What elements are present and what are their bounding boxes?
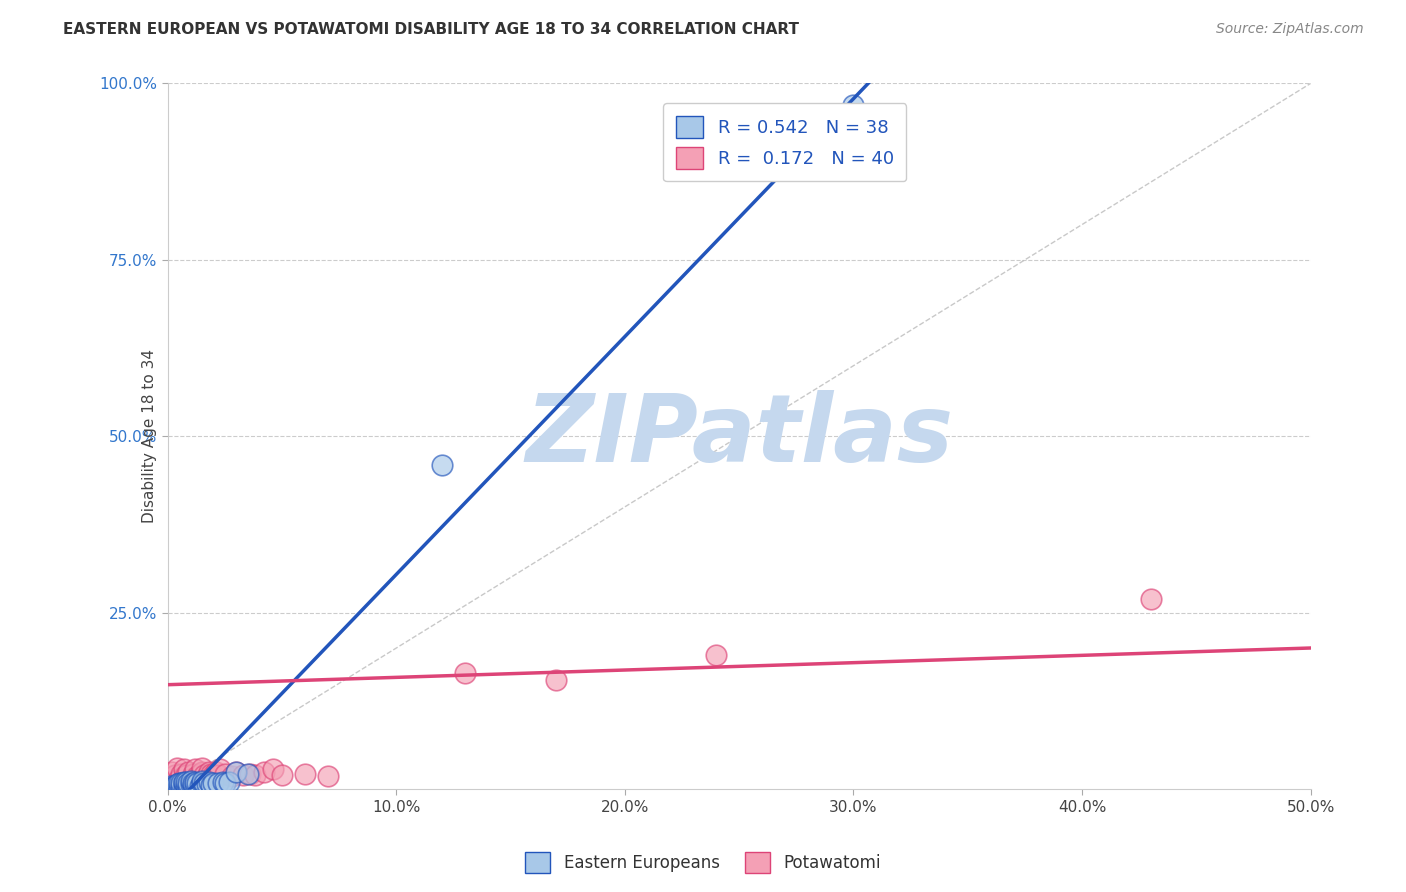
Point xyxy=(200,766,222,780)
Point xyxy=(166,761,188,775)
Point xyxy=(198,775,221,789)
Point xyxy=(198,764,221,779)
Point xyxy=(191,773,214,788)
Point xyxy=(239,766,262,780)
Point xyxy=(209,763,232,777)
Point xyxy=(430,458,453,472)
Point xyxy=(163,780,186,794)
Text: EASTERN EUROPEAN VS POTAWATOMI DISABILITY AGE 18 TO 34 CORRELATION CHART: EASTERN EUROPEAN VS POTAWATOMI DISABILIT… xyxy=(63,22,799,37)
Point xyxy=(162,764,184,779)
Point xyxy=(236,766,259,780)
Point xyxy=(174,768,197,782)
Point xyxy=(184,763,207,777)
Point xyxy=(184,777,207,791)
Point xyxy=(180,772,202,786)
Point xyxy=(181,776,204,790)
Point xyxy=(184,775,207,789)
Point xyxy=(170,776,193,790)
Point xyxy=(232,768,254,782)
Point xyxy=(214,776,236,790)
Point xyxy=(181,778,204,792)
Point xyxy=(167,779,190,793)
Point xyxy=(173,775,195,789)
Point xyxy=(202,768,225,782)
Text: ZIPatlas: ZIPatlas xyxy=(524,391,953,483)
Point xyxy=(159,775,181,789)
Point xyxy=(188,766,211,780)
Point xyxy=(167,772,190,786)
Point xyxy=(181,766,204,780)
Point xyxy=(170,766,193,780)
Point xyxy=(207,776,229,790)
Point xyxy=(704,648,727,662)
Point xyxy=(195,769,218,783)
Point xyxy=(173,779,195,793)
Point xyxy=(221,769,243,783)
Point xyxy=(253,764,276,779)
Point xyxy=(163,768,186,782)
Point xyxy=(174,778,197,792)
Point xyxy=(211,775,233,789)
Point xyxy=(316,769,339,783)
Point xyxy=(170,780,193,794)
Point xyxy=(1139,591,1161,606)
Legend: R = 0.542   N = 38, R =  0.172   N = 40: R = 0.542 N = 38, R = 0.172 N = 40 xyxy=(664,103,907,181)
Point xyxy=(271,768,294,782)
Point xyxy=(166,777,188,791)
Point xyxy=(177,764,200,779)
Point xyxy=(159,779,181,793)
Point xyxy=(193,776,215,790)
Point xyxy=(174,775,197,789)
Point xyxy=(191,776,214,790)
Point xyxy=(225,764,247,779)
Point xyxy=(177,779,200,793)
Point xyxy=(186,776,208,790)
Point xyxy=(173,769,195,783)
Point xyxy=(177,776,200,790)
Point xyxy=(842,97,865,112)
Point xyxy=(186,769,208,783)
Point xyxy=(180,777,202,791)
Point xyxy=(162,780,184,794)
Point xyxy=(204,764,226,779)
Point xyxy=(202,776,225,790)
Point xyxy=(195,777,218,791)
Point xyxy=(188,779,211,793)
Point xyxy=(294,766,316,780)
Point xyxy=(214,766,236,780)
Point xyxy=(218,775,240,789)
Point xyxy=(200,778,222,792)
Point xyxy=(243,768,266,782)
Point xyxy=(546,673,568,687)
Y-axis label: Disability Age 18 to 34: Disability Age 18 to 34 xyxy=(142,350,156,524)
Text: Source: ZipAtlas.com: Source: ZipAtlas.com xyxy=(1216,22,1364,37)
Point xyxy=(173,776,195,790)
Point xyxy=(173,763,195,777)
Point xyxy=(454,665,477,680)
Point xyxy=(193,768,215,782)
Point xyxy=(225,764,247,779)
Point xyxy=(262,763,284,777)
Point xyxy=(191,764,214,779)
Point xyxy=(207,768,229,782)
Legend: Eastern Europeans, Potawatomi: Eastern Europeans, Potawatomi xyxy=(519,846,887,880)
Point xyxy=(180,774,202,789)
Point xyxy=(167,776,190,790)
Point xyxy=(191,761,214,775)
